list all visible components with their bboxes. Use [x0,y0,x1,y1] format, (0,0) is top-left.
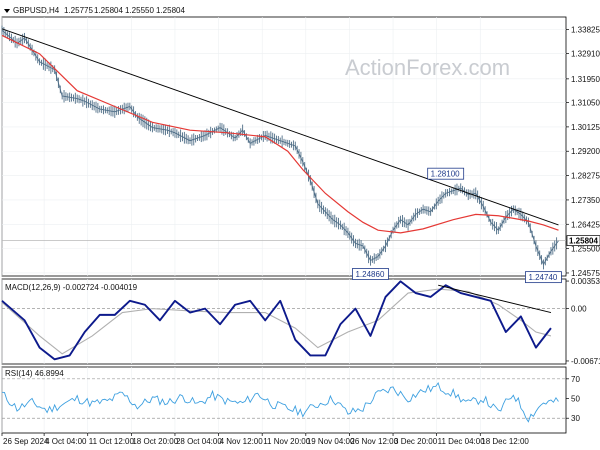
date-tick-label: 4 Oct 04:00 [45,437,87,446]
rsi-line [1,382,559,423]
macd-signal-line [1,288,552,355]
macd-tick-label: 0.003537 [571,277,600,286]
date-tick-label: 11 Nov 20:00 [263,437,311,446]
price-trendline [1,28,559,226]
macd-tick-label: -0.006711 [571,357,600,366]
current-price-label: 1.25804 [569,237,598,246]
current-price-marker [566,235,600,246]
ohlc-low: 1.25550 [125,6,154,15]
price-annotation-box [352,268,389,280]
price-annotation-box [525,271,562,284]
price-tick-label: 1.33825 [571,26,600,35]
price-annotation-box [427,167,465,180]
price-annotation-label: 1.28100 [431,170,460,179]
macd-title: MACD(12,26,9) -0.002724 -0.004019 [5,283,138,292]
ohlc-open: 1.25775 [64,6,93,15]
macd-tick-label: 0.00 [571,305,587,314]
rsi-tick-label: 30 [571,414,580,423]
date-tick-label: 26 Sep 2024 [3,437,49,446]
rsi-tick-label: 50 [571,395,580,404]
watermark: ActionForex.com [345,55,510,80]
date-tick-label: 19 Nov 04:00 [307,437,355,446]
date-tick-label: 18 Oct 20:00 [132,437,178,446]
date-tick-label: 3 Dec 20:00 [394,437,438,446]
date-tick-label: 4 Nov 12:00 [220,437,264,446]
price-annotation-label: 1.24740 [528,273,557,282]
macd-trendline [438,284,552,313]
price-tick-label: 1.24575 [571,269,600,278]
price-series-line [1,29,559,266]
price-tick-label: 1.32910 [571,50,600,59]
symbol-label: GBPUSD,H4 [13,6,60,15]
date-tick-label: 11 Oct 12:00 [89,437,135,446]
date-tick-label: 11 Dec 04:00 [438,437,486,446]
rsi-tick-label: 70 [571,375,580,384]
ohlc-high: 1.25804 [94,6,123,15]
ohlc-close: 1.25804 [156,6,185,15]
price-tick-label: 1.27350 [571,196,600,205]
rsi-title: RSI(14) 46.8994 [5,369,64,378]
symbol-dropdown-icon[interactable] [4,9,10,13]
price-tick-label: 1.30125 [571,123,600,132]
price-tick-label: 1.25500 [571,245,600,254]
price-tick-label: 1.31050 [571,99,600,108]
moving-average-line [1,34,559,234]
price-tick-label: 1.31950 [571,75,600,84]
price-tick-label: 1.29200 [571,147,600,156]
price-tick-label: 1.26425 [571,220,600,229]
date-tick-label: 18 Dec 12:00 [481,437,529,446]
date-tick-label: 26 Nov 12:00 [350,437,398,446]
date-tick-label: 28 Oct 04:00 [176,437,222,446]
price-annotation-label: 1.24860 [355,270,384,279]
macd-line [1,280,552,361]
price-tick-label: 1.28275 [571,172,600,181]
